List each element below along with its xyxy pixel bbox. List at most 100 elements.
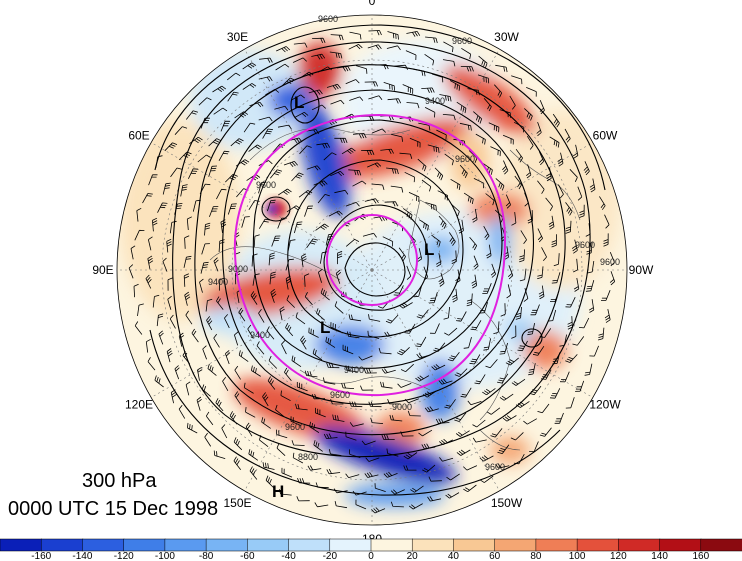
wind-barb (311, 53, 326, 60)
wind-barb (520, 230, 527, 245)
wind-barb (213, 257, 219, 272)
wind-barb (589, 345, 599, 357)
wind-barb (246, 174, 261, 181)
wind-barb (572, 336, 585, 346)
wind-barb (474, 374, 486, 385)
colorbar-swatch (659, 538, 702, 552)
wind-barb (304, 292, 313, 306)
wind-barb (145, 274, 152, 289)
wind-barb (418, 219, 429, 231)
colorbar-tick-label: -40 (281, 551, 296, 561)
wind-barb (156, 313, 164, 327)
wind-barb (183, 255, 192, 268)
wind-barb (306, 165, 321, 171)
wind-barb (514, 175, 522, 190)
wind-barb (261, 417, 271, 429)
wind-barb (227, 203, 237, 215)
wind-barb (199, 278, 204, 293)
wind-barb (549, 136, 560, 148)
wind-barb (184, 235, 190, 249)
wind-barb (367, 44, 382, 50)
wind-barb (360, 385, 374, 391)
wind-barb (277, 124, 292, 130)
wind-barb (541, 247, 547, 262)
wind-barb (157, 202, 168, 213)
wind-barb (565, 202, 573, 216)
wind-barb (148, 236, 153, 251)
wind-barb (439, 94, 452, 102)
wind-barb (335, 269, 342, 284)
colorbar-swatch (370, 538, 413, 552)
wind-barb (532, 345, 545, 356)
wind-barb (269, 271, 276, 285)
wind-barb (558, 184, 564, 199)
wind-barb (268, 355, 278, 369)
colorbar-tick-label: 120 (610, 551, 627, 561)
contour-label: 9000 (228, 264, 248, 274)
wind-barb (386, 448, 399, 457)
wind-barb (292, 57, 307, 63)
wind-barb (208, 138, 222, 147)
wind-barb (213, 333, 220, 348)
wind-barb (584, 363, 593, 376)
wind-barb (134, 321, 143, 335)
wind-barb (234, 365, 241, 380)
wind-barb (311, 104, 326, 111)
wind-barb (559, 371, 570, 383)
wind-barb (216, 188, 227, 200)
longitude-label: 90E (92, 263, 113, 277)
wind-barb (527, 210, 533, 224)
wind-barb (444, 399, 456, 409)
wind-barb (188, 168, 199, 179)
colorbar-tick-label: -100 (155, 551, 175, 561)
wind-barb (497, 373, 509, 384)
low-center: L (424, 240, 434, 259)
wind-barb (315, 482, 329, 489)
wind-barb (609, 271, 616, 286)
wind-barb (280, 390, 291, 402)
wind-barb (275, 404, 285, 418)
wind-barb (182, 350, 191, 365)
wind-barb (299, 145, 312, 155)
wind-barb (341, 147, 356, 155)
wind-barb (326, 362, 340, 369)
colorbar-swatch (164, 538, 207, 552)
wind-barb (276, 46, 291, 53)
wind-barb (422, 390, 437, 398)
wind-barb (517, 340, 528, 352)
wind-barb (387, 98, 402, 104)
wind-barb (286, 205, 301, 213)
wind-barb (469, 236, 478, 251)
wind-barb (571, 239, 578, 254)
wind-barb (578, 317, 590, 329)
wind-barb (552, 113, 560, 128)
wind-barb (529, 441, 539, 452)
wind-barb (373, 215, 388, 222)
wind-barb (205, 298, 213, 312)
wind-barb (384, 201, 398, 207)
wind-barb (604, 214, 610, 229)
wind-barb (577, 186, 583, 201)
wind-barb (183, 273, 190, 287)
wind-barb (185, 381, 191, 396)
wind-barb (413, 68, 426, 77)
wind-barb (358, 355, 373, 361)
wind-barb (589, 178, 596, 193)
wind-barb (539, 427, 552, 437)
wind-barb (415, 336, 427, 347)
colorbar-swatch (411, 538, 455, 552)
wind-barb (458, 219, 464, 234)
wind-barb (479, 301, 488, 314)
wind-barb (472, 419, 486, 428)
wind-barb (148, 174, 158, 186)
wind-barb (352, 490, 367, 496)
wind-barb (178, 332, 185, 347)
wind-barb (378, 347, 392, 355)
wind-barb (323, 152, 337, 161)
wind-barb (404, 171, 415, 183)
wind-barb (334, 189, 349, 195)
wind-barb (548, 215, 555, 230)
wind-barb (463, 484, 477, 493)
wind-barb (477, 74, 490, 84)
wind-barb (511, 75, 523, 85)
